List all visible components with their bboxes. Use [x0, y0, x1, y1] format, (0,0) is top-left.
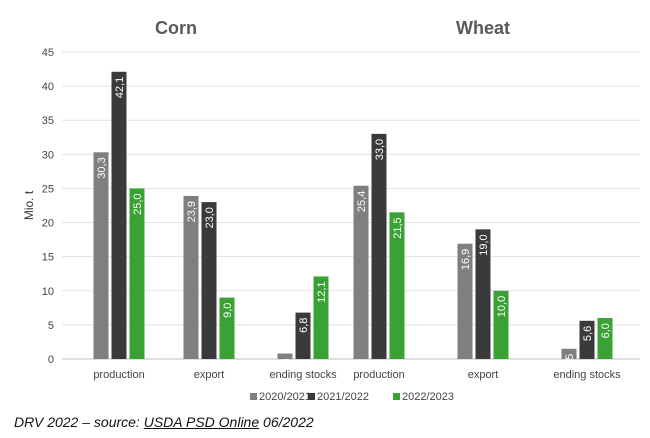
data-label: 42,1: [114, 77, 126, 98]
y-tick-label: 25: [42, 183, 54, 195]
y-tick-label: 20: [42, 218, 54, 230]
data-label: 21,5: [392, 217, 404, 238]
legend-swatch: [250, 393, 257, 400]
source-note: DRV 2022 – source: USDA PSD Online 06/20…: [14, 414, 314, 430]
y-tick-label: 45: [42, 47, 54, 59]
bar: [597, 318, 613, 359]
bar: [111, 71, 127, 359]
bar: [579, 320, 595, 359]
x-tick-label: export: [468, 369, 499, 381]
x-tick-label: production: [353, 369, 404, 381]
bars: 30,3 42,1 25,0 23,9 23,0 9,0 0,8 6,8 12,1 25,4 33,…: [93, 71, 613, 374]
data-label: 5,6: [582, 326, 594, 341]
data-label: 6,8: [298, 318, 310, 333]
y-axis-label: Mio. t: [22, 190, 36, 220]
legend-swatch: [393, 393, 400, 400]
bar: [493, 290, 509, 359]
legend-label: 2022/2023: [402, 391, 454, 403]
data-label: 25,0: [132, 193, 144, 214]
data-label: 19,0: [478, 234, 490, 255]
panel-title-wheat: Wheat: [456, 18, 510, 38]
source-suffix: 06/2022: [259, 414, 314, 430]
data-label: 16,9: [460, 249, 472, 270]
bar: [313, 276, 329, 359]
x-tick-label: production: [93, 369, 144, 381]
y-tick-label: 15: [42, 252, 54, 264]
bar: [93, 152, 109, 359]
y-axis: 0 5 10 15 20 25 30 35 40 45 Mio. t: [22, 47, 54, 366]
source-link[interactable]: USDA PSD Online: [143, 414, 260, 430]
bar: [295, 312, 311, 359]
y-tick-label: 30: [42, 149, 54, 161]
gridlines: [62, 51, 640, 360]
data-label: 12,1: [316, 281, 328, 302]
bar-chart: 0 5 10 15 20 25 30 35 40 45 Mio. t 30,3 42,1 25,0 23,…: [22, 18, 640, 403]
x-axis: production export ending stocks production e…: [93, 369, 621, 381]
panel-title-corn: Corn: [155, 18, 197, 38]
y-tick-label: 5: [48, 320, 54, 332]
y-tick-label: 40: [42, 81, 54, 93]
data-label: ,5: [564, 354, 576, 363]
legend: 2020/2021 2021/2022 2022/2023: [250, 391, 454, 403]
bar: [561, 348, 577, 359]
bar: [389, 212, 405, 359]
y-tick-label: 35: [42, 115, 54, 127]
data-label: 33,0: [374, 139, 386, 160]
data-label: 23,9: [186, 201, 198, 222]
x-tick-label: export: [194, 369, 225, 381]
data-label: 23,0: [204, 207, 216, 228]
y-tick-label: 0: [48, 354, 54, 366]
x-tick-label: ending stocks: [553, 369, 621, 381]
bar: [219, 297, 235, 359]
data-label: 9,0: [222, 303, 234, 318]
bar: [475, 229, 491, 359]
bar: [201, 202, 217, 359]
bar: [353, 185, 369, 359]
legend-label: 2021/2022: [317, 391, 369, 403]
x-tick-label: ending stocks: [269, 369, 337, 381]
bar: [183, 195, 199, 359]
panel-titles: Corn Wheat: [155, 18, 510, 38]
data-label: 0,8: [280, 359, 292, 374]
data-label: 25,4: [356, 191, 368, 212]
data-label: 6,0: [600, 323, 612, 338]
source-prefix: DRV 2022 – source:: [14, 414, 144, 430]
data-label: 10,0: [496, 296, 508, 317]
bar: [277, 353, 293, 359]
data-label: 30,3: [96, 157, 108, 178]
bar: [457, 243, 473, 359]
legend-label: 2020/2021: [259, 391, 311, 403]
bar: [129, 188, 145, 359]
y-tick-label: 10: [42, 286, 54, 298]
bar: [371, 133, 387, 359]
legend-swatch: [308, 393, 315, 400]
